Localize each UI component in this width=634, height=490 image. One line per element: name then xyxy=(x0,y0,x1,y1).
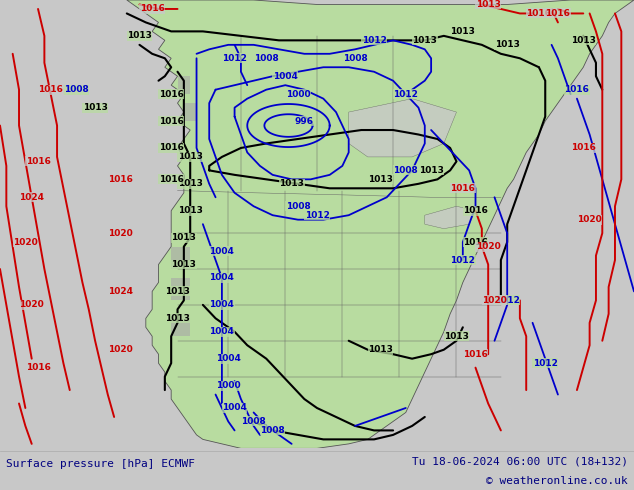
Text: 1016: 1016 xyxy=(139,4,165,13)
Text: 996: 996 xyxy=(295,117,314,125)
Text: 1004: 1004 xyxy=(209,327,235,336)
Text: 1013: 1013 xyxy=(171,233,197,242)
Text: 1013: 1013 xyxy=(444,332,469,341)
Text: 1012: 1012 xyxy=(450,256,476,265)
Text: 1020: 1020 xyxy=(577,215,602,224)
Text: 1016: 1016 xyxy=(571,144,596,152)
Text: 1013: 1013 xyxy=(165,314,190,323)
Text: © weatheronline.co.uk: © weatheronline.co.uk xyxy=(486,476,628,486)
Text: 1008: 1008 xyxy=(254,54,279,63)
Text: 1013: 1013 xyxy=(418,166,444,175)
Text: 1013: 1013 xyxy=(165,287,190,296)
Text: 1020: 1020 xyxy=(108,345,133,354)
Polygon shape xyxy=(425,206,476,229)
Text: 1016: 1016 xyxy=(564,85,590,94)
Text: 1020: 1020 xyxy=(19,300,44,309)
Text: 1013: 1013 xyxy=(368,175,393,184)
Text: 1004: 1004 xyxy=(216,354,241,363)
Text: 1000: 1000 xyxy=(216,381,240,390)
Text: 1012: 1012 xyxy=(495,296,520,305)
Text: 1013: 1013 xyxy=(127,31,152,40)
Text: 1016: 1016 xyxy=(526,9,552,18)
Text: 1016: 1016 xyxy=(463,350,488,359)
Text: Surface pressure [hPa] ECMWF: Surface pressure [hPa] ECMWF xyxy=(6,459,195,469)
Text: 1008: 1008 xyxy=(393,166,418,175)
Text: 1016: 1016 xyxy=(25,363,51,372)
Text: 1013: 1013 xyxy=(171,260,197,269)
Polygon shape xyxy=(171,246,190,269)
Text: 1020: 1020 xyxy=(476,242,501,251)
Text: 1013: 1013 xyxy=(178,206,203,215)
Text: 1004: 1004 xyxy=(273,72,298,81)
Text: 1016: 1016 xyxy=(450,184,476,193)
Text: 1004: 1004 xyxy=(209,246,235,256)
Text: 1013: 1013 xyxy=(82,103,108,112)
Text: 1016: 1016 xyxy=(38,85,63,94)
Polygon shape xyxy=(171,278,190,300)
Text: 1012: 1012 xyxy=(222,54,247,63)
Text: 1008: 1008 xyxy=(342,54,368,63)
Text: 1016: 1016 xyxy=(25,157,51,166)
Text: 1013: 1013 xyxy=(412,36,437,45)
Text: 1013: 1013 xyxy=(571,36,596,45)
Text: 1012: 1012 xyxy=(393,90,418,98)
Text: 1016: 1016 xyxy=(158,144,184,152)
Text: 1008: 1008 xyxy=(260,426,285,435)
Text: 1013: 1013 xyxy=(495,40,520,49)
Text: 1013: 1013 xyxy=(178,179,203,188)
Text: 1004: 1004 xyxy=(209,273,235,282)
Text: 1013: 1013 xyxy=(279,179,304,188)
Polygon shape xyxy=(184,103,197,121)
Text: 1016: 1016 xyxy=(158,175,184,184)
Text: 1020: 1020 xyxy=(482,296,507,305)
Text: 1000: 1000 xyxy=(286,90,310,98)
Text: 1004: 1004 xyxy=(222,403,247,413)
Text: 1016: 1016 xyxy=(463,206,488,215)
Text: 1024: 1024 xyxy=(19,193,44,202)
Text: 1013: 1013 xyxy=(450,27,476,36)
Text: 1013: 1013 xyxy=(476,0,501,9)
Text: 1024: 1024 xyxy=(108,287,133,296)
Text: 1013: 1013 xyxy=(368,345,393,354)
Text: Tu 18-06-2024 06:00 UTC (18+132): Tu 18-06-2024 06:00 UTC (18+132) xyxy=(411,457,628,466)
Text: 1012: 1012 xyxy=(533,359,558,368)
Text: 1008: 1008 xyxy=(241,417,266,426)
Text: 1012: 1012 xyxy=(304,211,330,220)
Text: 1016: 1016 xyxy=(545,9,571,18)
Polygon shape xyxy=(171,314,190,336)
Text: 1016: 1016 xyxy=(158,90,184,98)
Text: 1012: 1012 xyxy=(361,36,387,45)
Polygon shape xyxy=(178,76,190,94)
Text: 1013: 1013 xyxy=(178,152,203,161)
Polygon shape xyxy=(127,0,634,448)
Text: 1008: 1008 xyxy=(285,202,311,211)
Text: 1008: 1008 xyxy=(63,85,89,94)
Text: 1004: 1004 xyxy=(209,300,235,309)
Text: 1016: 1016 xyxy=(158,117,184,125)
Text: 1016: 1016 xyxy=(108,175,133,184)
Text: 1020: 1020 xyxy=(108,229,133,238)
Text: 1016: 1016 xyxy=(463,238,488,246)
Polygon shape xyxy=(349,98,456,157)
Text: 1020: 1020 xyxy=(13,238,38,246)
